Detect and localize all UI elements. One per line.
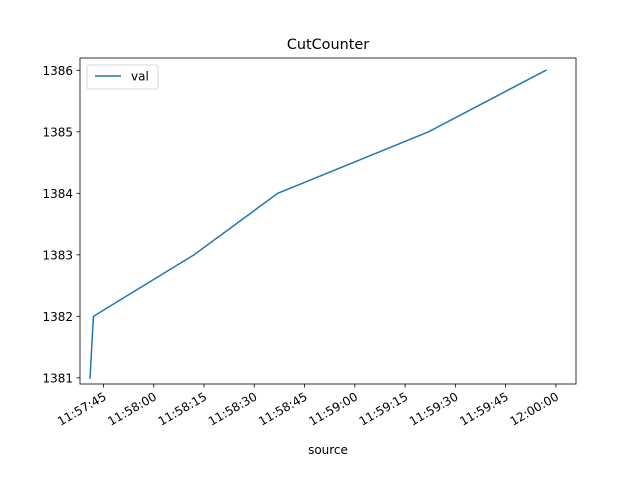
y-tick-label: 1383 bbox=[42, 248, 73, 262]
x-axis-label: source bbox=[308, 443, 348, 457]
plot-area bbox=[80, 58, 576, 384]
data-point-val bbox=[545, 69, 547, 72]
plot-frame bbox=[79, 57, 577, 385]
legend: val bbox=[86, 64, 159, 90]
chart-title: CutCounter bbox=[287, 37, 369, 53]
data-point-val bbox=[92, 315, 95, 318]
data-point-val bbox=[427, 131, 430, 133]
legend-label-val: val bbox=[131, 70, 149, 84]
data-point-val bbox=[193, 254, 195, 256]
series-layer bbox=[89, 69, 547, 379]
data-point-val bbox=[276, 192, 279, 195]
y-tick-label: 1385 bbox=[42, 125, 73, 139]
y-tick-label: 1382 bbox=[42, 310, 73, 324]
y-tick-label: 1381 bbox=[42, 371, 73, 385]
y-tick-label: 1386 bbox=[42, 64, 73, 78]
data-point-val bbox=[89, 377, 91, 379]
legend-box bbox=[86, 64, 159, 90]
y-tick-label: 1384 bbox=[42, 187, 73, 201]
series-line-val bbox=[89, 69, 547, 379]
y-axis-ticks: 1381 1382 1383 1384 1385 1386 bbox=[42, 64, 80, 385]
